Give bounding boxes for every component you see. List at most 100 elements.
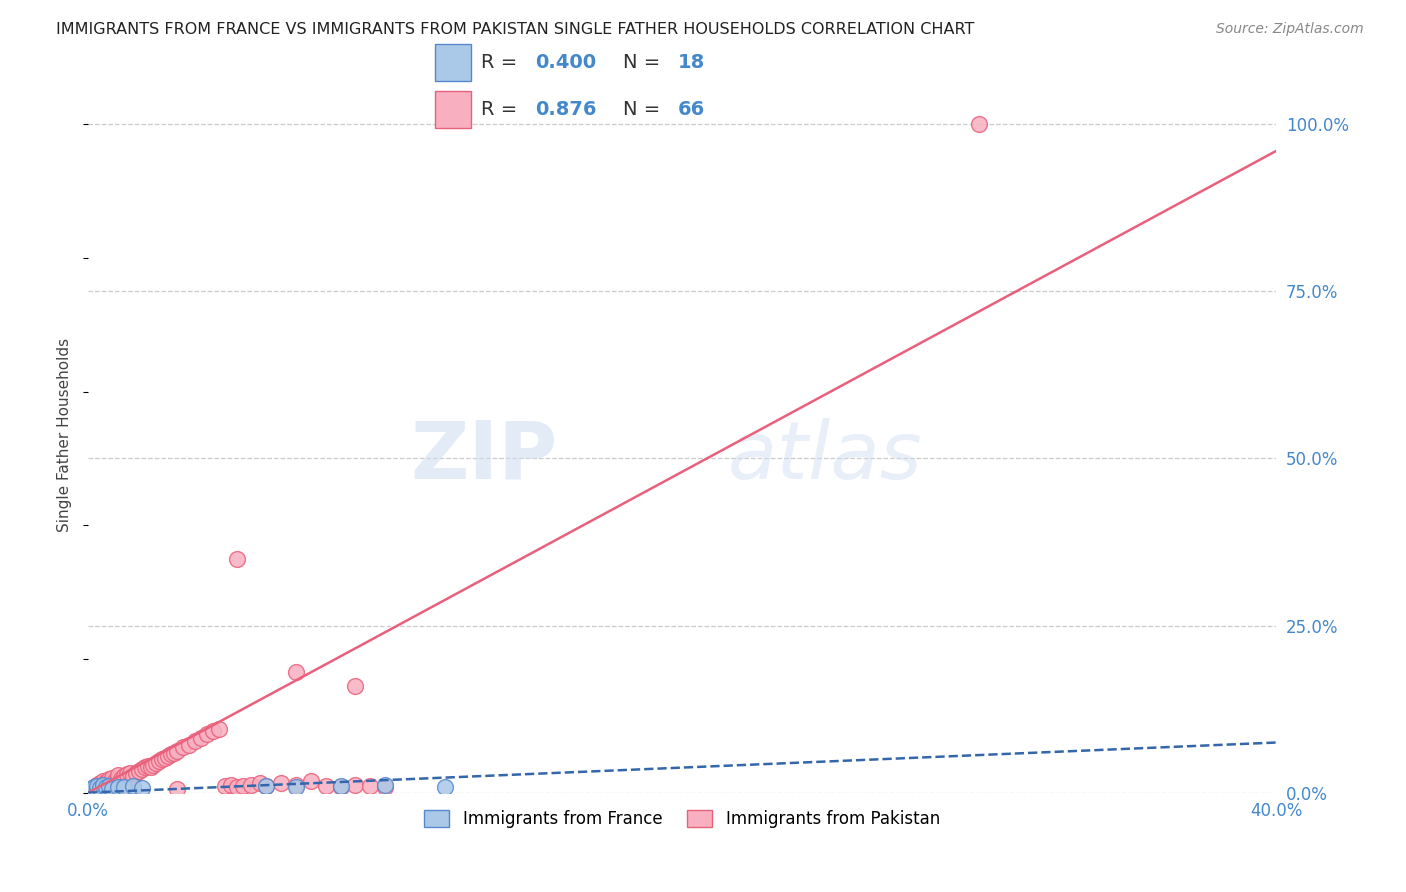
Point bbox=[115, 767, 138, 781]
Point bbox=[184, 733, 207, 747]
Point bbox=[131, 780, 153, 795]
Point bbox=[190, 731, 212, 745]
Point bbox=[91, 778, 114, 792]
Text: R =: R = bbox=[481, 53, 523, 72]
Point bbox=[270, 776, 292, 790]
Point bbox=[329, 780, 352, 795]
Point bbox=[128, 764, 150, 779]
Text: 18: 18 bbox=[678, 53, 704, 72]
Point bbox=[124, 765, 146, 780]
Text: R =: R = bbox=[481, 100, 529, 119]
Point bbox=[94, 778, 117, 792]
Point bbox=[160, 747, 183, 761]
Point bbox=[80, 783, 103, 797]
Bar bbox=[436, 91, 471, 128]
Text: atlas: atlas bbox=[727, 417, 922, 495]
Point bbox=[179, 738, 201, 752]
Text: 0.876: 0.876 bbox=[536, 100, 598, 119]
Text: N =: N = bbox=[623, 100, 666, 119]
Text: N =: N = bbox=[623, 53, 666, 72]
Point bbox=[225, 551, 247, 566]
Point bbox=[299, 773, 322, 788]
Point bbox=[139, 760, 162, 774]
Text: 66: 66 bbox=[678, 100, 704, 119]
Point bbox=[112, 769, 135, 783]
Point bbox=[145, 756, 167, 770]
Point bbox=[315, 779, 337, 793]
Point bbox=[107, 780, 129, 794]
Point bbox=[344, 679, 367, 693]
Point bbox=[121, 769, 143, 783]
Point bbox=[97, 772, 120, 787]
Point bbox=[433, 780, 456, 795]
Point bbox=[208, 722, 231, 736]
Point bbox=[91, 776, 114, 790]
Point bbox=[225, 780, 247, 795]
Point bbox=[101, 781, 124, 796]
Point bbox=[83, 781, 105, 796]
Point bbox=[112, 780, 135, 795]
Point bbox=[232, 779, 254, 793]
Point bbox=[94, 775, 117, 789]
Point bbox=[104, 773, 127, 788]
Y-axis label: Single Father Households: Single Father Households bbox=[58, 338, 72, 533]
Point bbox=[195, 727, 218, 741]
Point bbox=[110, 772, 132, 787]
Point bbox=[107, 771, 129, 785]
Text: 0.400: 0.400 bbox=[536, 53, 596, 72]
Point bbox=[155, 751, 177, 765]
Point bbox=[254, 779, 277, 793]
Point bbox=[134, 760, 156, 774]
Point bbox=[86, 778, 108, 792]
Point bbox=[89, 780, 111, 795]
Point bbox=[94, 780, 117, 795]
Point bbox=[97, 779, 120, 793]
Point bbox=[91, 773, 114, 788]
Point bbox=[107, 768, 129, 782]
Point bbox=[118, 765, 141, 780]
Point bbox=[249, 775, 271, 789]
Point bbox=[83, 780, 105, 795]
Point bbox=[219, 778, 242, 792]
Point bbox=[121, 782, 143, 797]
Point bbox=[285, 780, 308, 795]
Point bbox=[121, 779, 143, 793]
Point bbox=[359, 779, 381, 793]
Point bbox=[163, 746, 186, 760]
Point bbox=[967, 117, 990, 131]
Point bbox=[254, 779, 277, 793]
Text: Source: ZipAtlas.com: Source: ZipAtlas.com bbox=[1216, 22, 1364, 37]
Point bbox=[201, 724, 224, 739]
Point bbox=[91, 779, 114, 793]
Point bbox=[374, 778, 396, 792]
Bar bbox=[436, 44, 471, 81]
Point bbox=[131, 762, 153, 776]
Point bbox=[101, 771, 124, 785]
Point bbox=[86, 779, 108, 793]
Point bbox=[172, 740, 194, 755]
Point bbox=[89, 775, 111, 789]
Point bbox=[148, 754, 170, 768]
Point bbox=[97, 776, 120, 790]
Point bbox=[89, 780, 111, 795]
Point bbox=[285, 778, 308, 792]
Point bbox=[329, 779, 352, 793]
Point bbox=[86, 779, 108, 793]
Point bbox=[285, 665, 308, 680]
Point bbox=[157, 748, 180, 763]
Point bbox=[374, 780, 396, 795]
Point bbox=[152, 752, 174, 766]
Point bbox=[80, 781, 103, 796]
Legend: Immigrants from France, Immigrants from Pakistan: Immigrants from France, Immigrants from … bbox=[418, 803, 946, 834]
Point bbox=[136, 759, 159, 773]
Text: ZIP: ZIP bbox=[411, 417, 557, 495]
Point bbox=[166, 744, 188, 758]
Text: IMMIGRANTS FROM FRANCE VS IMMIGRANTS FROM PAKISTAN SINGLE FATHER HOUSEHOLDS CORR: IMMIGRANTS FROM FRANCE VS IMMIGRANTS FRO… bbox=[56, 22, 974, 37]
Point bbox=[344, 778, 367, 792]
Point bbox=[86, 782, 108, 797]
Point bbox=[240, 778, 263, 792]
Point bbox=[214, 779, 236, 793]
Point bbox=[83, 780, 105, 795]
Point bbox=[142, 757, 165, 772]
Point bbox=[101, 775, 124, 789]
